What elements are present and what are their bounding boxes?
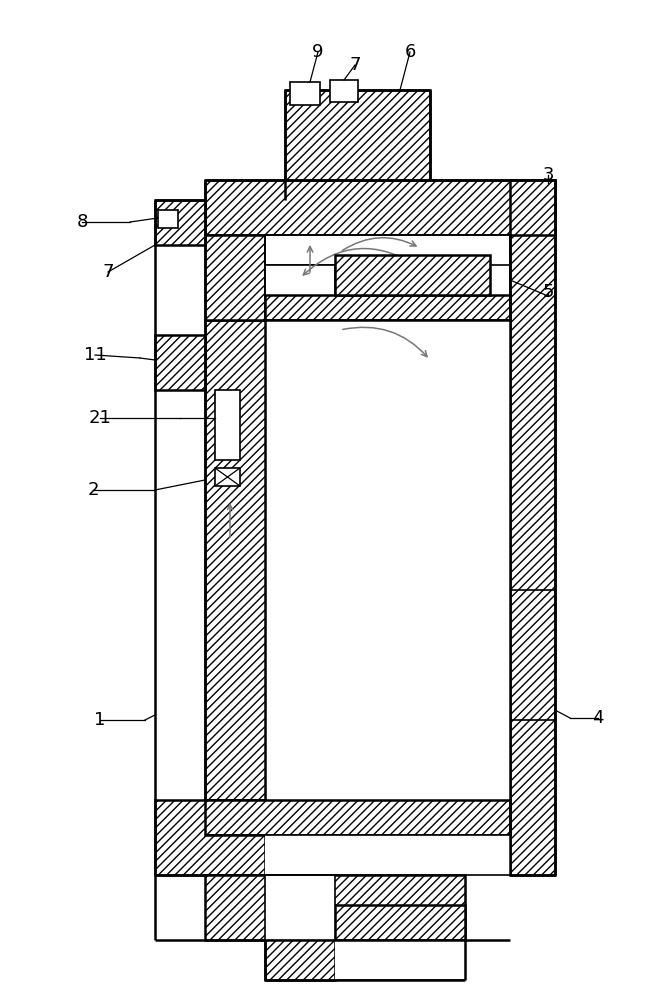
Bar [205, 180, 555, 235]
Bar [155, 335, 205, 390]
Bar [285, 90, 430, 180]
Text: 4: 4 [592, 709, 604, 727]
Text: 9: 9 [312, 43, 324, 61]
Bar [158, 210, 178, 228]
Text: 6: 6 [404, 43, 416, 61]
Text: 1: 1 [94, 711, 106, 729]
Bar [330, 80, 358, 102]
Text: 21: 21 [88, 409, 112, 427]
Bar [205, 800, 510, 835]
Text: 2: 2 [87, 481, 99, 499]
Bar [265, 295, 510, 320]
Bar [215, 468, 240, 486]
Bar [265, 265, 335, 320]
Bar [335, 940, 465, 980]
Bar [215, 390, 240, 460]
Bar [205, 875, 465, 940]
Bar [205, 235, 265, 320]
Bar [335, 255, 490, 295]
Bar [205, 320, 265, 800]
Bar [265, 875, 335, 940]
Bar [265, 835, 510, 875]
Bar [265, 235, 510, 265]
Bar [155, 800, 265, 875]
Bar [510, 180, 555, 875]
Bar [265, 940, 335, 980]
Text: 5: 5 [542, 283, 554, 301]
Text: 7: 7 [349, 56, 361, 74]
Bar [265, 320, 510, 800]
Bar [155, 200, 205, 245]
Text: 7: 7 [102, 263, 114, 281]
Bar [335, 905, 465, 940]
Text: 11: 11 [84, 346, 106, 364]
Text: 3: 3 [542, 166, 554, 184]
Bar [290, 82, 320, 105]
Text: 8: 8 [76, 213, 88, 231]
